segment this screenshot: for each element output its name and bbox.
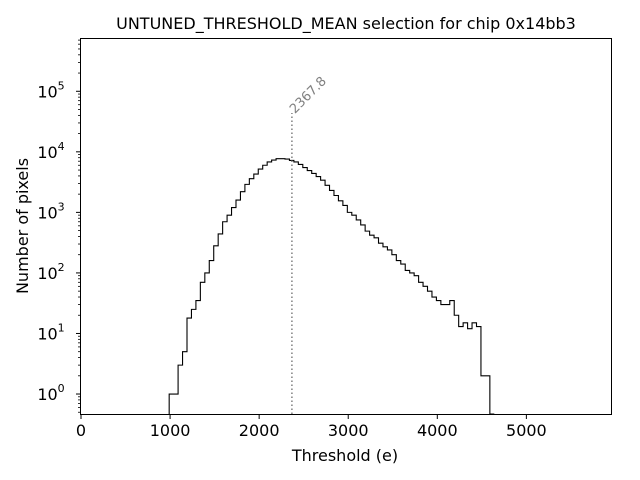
y-tick-label: 105	[37, 79, 64, 101]
mean-line-label: 2367.8	[287, 74, 330, 117]
x-axis-label: Threshold (e)	[291, 446, 398, 465]
y-tick-label: 100	[37, 382, 64, 404]
y-axis-ticks: 100 101 102 103 104 105	[37, 39, 81, 413]
x-tick-label: 4000	[417, 421, 458, 440]
y-axis-label: Number of pixels	[13, 158, 32, 294]
histogram-series	[168, 158, 495, 415]
x-tick-label: 0	[76, 421, 86, 440]
axes-frame	[80, 38, 612, 415]
y-tick-label: 101	[37, 321, 64, 343]
y-tick-label: 104	[37, 140, 64, 162]
x-axis-ticks: 0 1000 2000 3000 4000 5000	[76, 414, 547, 440]
x-tick-label: 5000	[506, 421, 547, 440]
plot-area: 2367.8	[168, 74, 495, 415]
x-tick-label: 3000	[328, 421, 369, 440]
x-tick-label: 1000	[150, 421, 191, 440]
y-tick-label: 102	[37, 261, 64, 283]
chart-title: UNTUNED_THRESHOLD_MEAN selection for chi…	[116, 14, 576, 34]
x-tick-label: 2000	[239, 421, 280, 440]
y-tick-label: 103	[37, 200, 64, 222]
